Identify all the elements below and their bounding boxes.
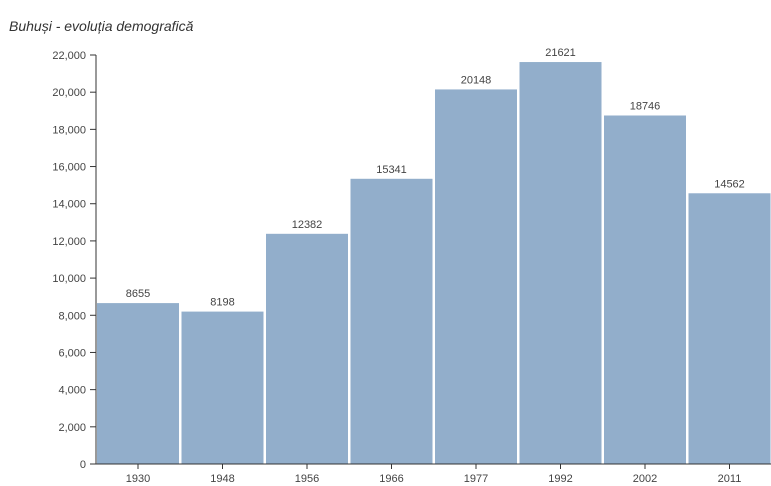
bars-layer — [97, 62, 771, 465]
y-tick-label: 10,000 — [52, 273, 86, 285]
data-label-1956: 12382 — [292, 219, 323, 231]
bar-1966 — [350, 178, 433, 464]
y-tick-label: 4,000 — [58, 385, 86, 397]
y-axis: 0 2,000 4,000 6,000 8,000 10,000 12,000 14,000 1… — [52, 50, 97, 471]
y-tick-label: 6,000 — [58, 347, 86, 359]
y-tick-label: 2,000 — [58, 422, 86, 434]
bar-2011 — [688, 193, 771, 464]
data-label-2011: 14562 — [714, 178, 745, 190]
data-label-1966: 15341 — [376, 164, 407, 176]
bar-2002 — [604, 115, 686, 465]
data-label-1992: 21621 — [545, 47, 576, 59]
bar-1956 — [266, 233, 348, 464]
data-label-1977: 20148 — [461, 74, 492, 86]
x-tick-label-1992: 1992 — [548, 473, 572, 485]
y-tick-label: 22,000 — [52, 50, 86, 62]
chart-title: Buhuși - evoluția demografică — [9, 18, 194, 34]
bar-1977 — [435, 89, 517, 465]
data-label-2002: 18746 — [630, 100, 661, 112]
x-tick-label-1948: 1948 — [210, 473, 234, 485]
y-tick-label: 0 — [80, 459, 86, 471]
bar-1948 — [181, 311, 264, 464]
data-label-1948: 8198 — [210, 297, 234, 309]
x-tick-label-1977: 1977 — [464, 473, 488, 485]
x-axis: 1930 1948 1956 1966 1977 1992 2002 2011 — [96, 463, 771, 485]
x-tick-label-2011: 2011 — [718, 473, 742, 485]
bar-1992 — [519, 62, 602, 464]
y-tick-label: 16,000 — [52, 162, 86, 174]
x-tick-label-1956: 1956 — [295, 473, 319, 485]
y-tick-label: 8,000 — [58, 310, 86, 322]
y-tick-label: 18,000 — [52, 124, 86, 136]
bar-1930 — [97, 303, 179, 464]
x-tick-label-1966: 1966 — [379, 473, 403, 485]
data-label-1930: 8655 — [126, 288, 150, 300]
y-tick-label: 12,000 — [52, 236, 86, 248]
x-tick-label-2002: 2002 — [633, 473, 657, 485]
y-tick-label: 14,000 — [52, 199, 86, 211]
data-labels: 8655 8198 12382 15341 20148 21621 18746 14562 — [126, 47, 745, 309]
y-tick-label: 20,000 — [52, 87, 86, 99]
x-tick-label-1930: 1930 — [126, 473, 150, 485]
